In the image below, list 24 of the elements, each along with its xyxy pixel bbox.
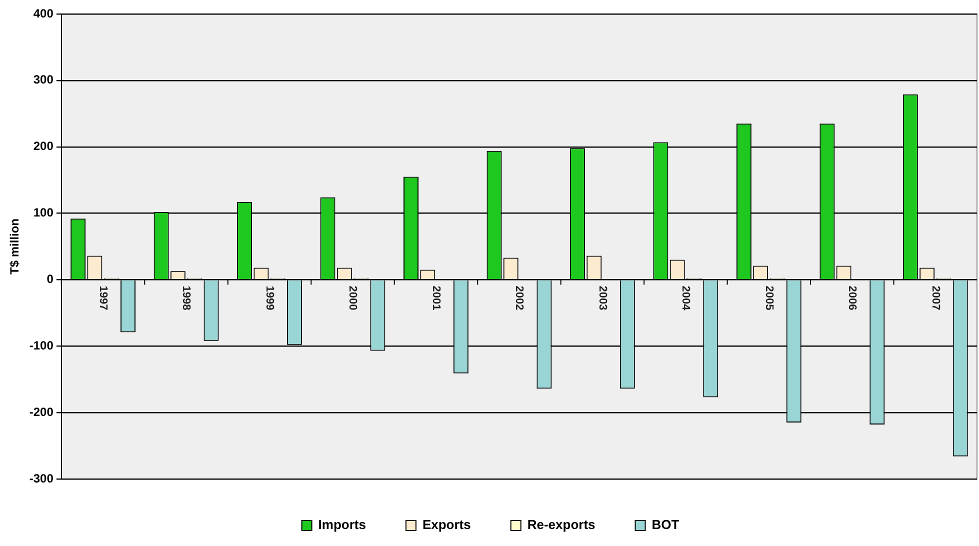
y-tick-label: -200 — [29, 404, 54, 419]
x-tick-label: 2004 — [680, 286, 692, 312]
x-tick-label: 2001 — [430, 286, 442, 310]
legend-label: Re-exports — [527, 517, 596, 532]
y-tick-label: 200 — [33, 139, 54, 154]
y-tick-label: 0 — [46, 272, 54, 286]
x-tick-label: 2005 — [762, 286, 775, 310]
y-tick-label: 400 — [33, 6, 54, 20]
y-tick-label: 100 — [33, 206, 54, 220]
x-tick-label: 1997 — [97, 286, 110, 310]
x-tick-label: 2006 — [846, 286, 858, 310]
x-tick-label: 2003 — [596, 286, 608, 310]
x-tick-label: 1999 — [263, 286, 276, 310]
y-tick-label: -300 — [29, 471, 54, 486]
y-tick-label: 300 — [33, 72, 54, 87]
legend-label: Imports — [318, 517, 366, 532]
x-tick-label: 2002 — [513, 286, 526, 310]
x-tick-label: 2007 — [929, 286, 942, 310]
y-axis-title: T$ million — [8, 218, 22, 275]
x-tick-label: 2000 — [346, 286, 359, 310]
legend-label: BOT — [652, 517, 680, 532]
legend-label: Exports — [422, 517, 471, 532]
y-tick-label: -100 — [29, 338, 54, 352]
x-tick-label: 1998 — [180, 286, 192, 310]
